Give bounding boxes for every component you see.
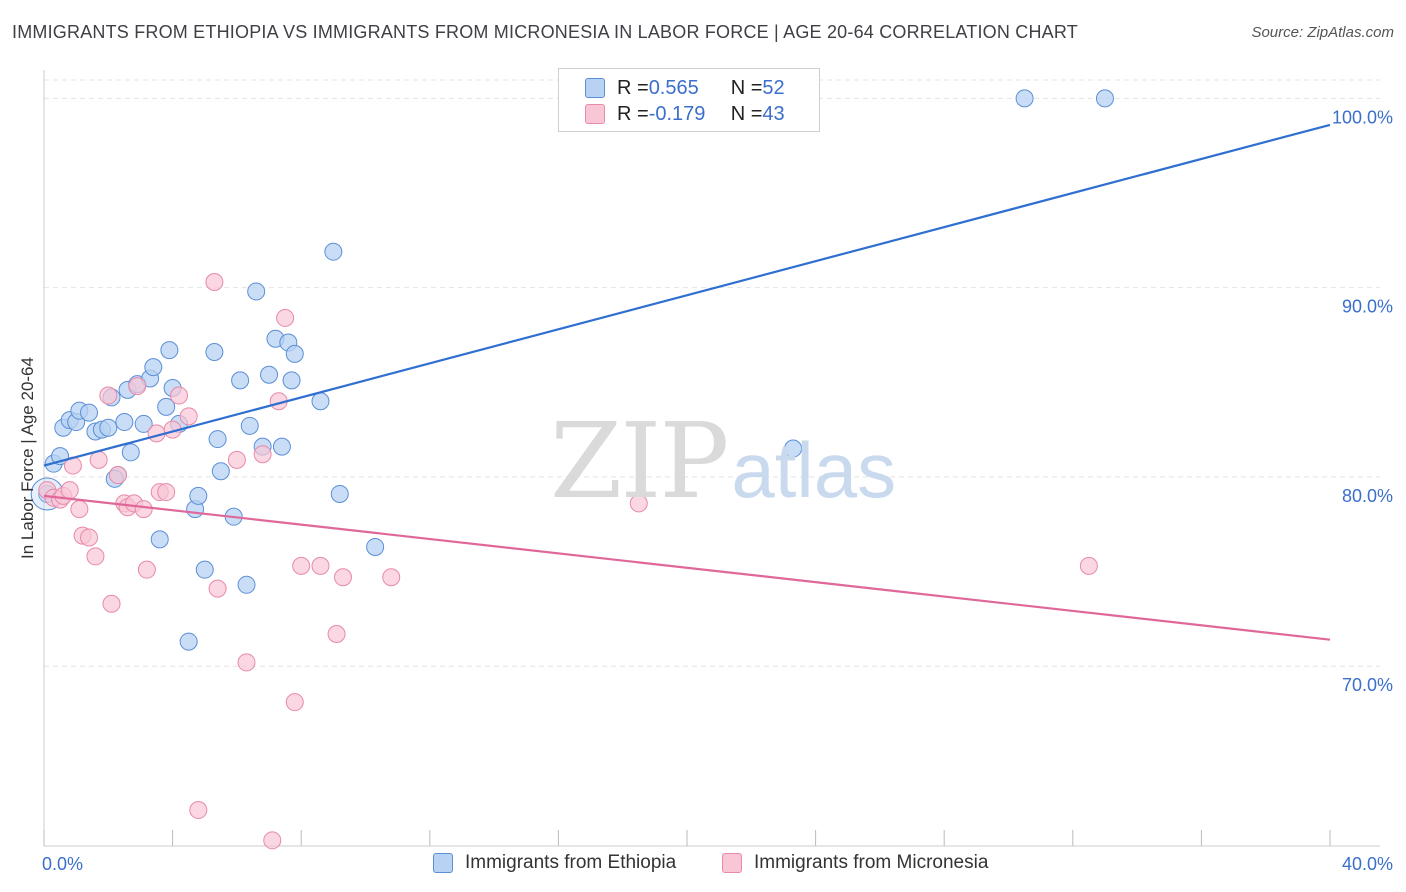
ethiopia-point [160,341,179,360]
ethiopia-trend-line [43,123,1331,467]
legend-row-micronesia: R = -0.179 N = 43 [585,101,785,127]
legend-n-value: 43 [762,102,785,125]
micronesia-legend-swatch [722,853,742,873]
micronesia-point [179,407,198,426]
micronesia-point [237,653,256,672]
correlation-legend: R = 0.565 N = 52 R = -0.179 N = 43 [558,68,820,132]
micronesia-swatch [585,104,605,124]
y-tick-label: 70.0% [1342,675,1393,695]
legend-r-value: -0.179 [648,102,706,125]
ethiopia-point [311,392,330,411]
y-tick-label: 90.0% [1342,297,1393,317]
axes [43,70,1380,847]
ethiopia-point [1015,89,1034,108]
ethiopia-point [80,403,99,422]
micronesia-legend-label: Immigrants from Micronesia [754,852,989,873]
ethiopia-point [784,439,803,458]
micronesia-point [86,547,105,566]
micronesia-point [99,386,118,405]
micronesia-point [276,308,295,327]
y-axis-label: In Labor Force | Age 20-64 [18,357,37,559]
ethiopia-point [205,343,224,362]
ethiopia-point [272,437,291,456]
ethiopia-point [237,575,256,594]
ethiopia-point [324,242,343,261]
x-tick-label-left: 0.0% [42,854,83,874]
micronesia-point [333,568,352,587]
micronesia-point [137,560,156,579]
legend-n-value: 52 [762,76,785,99]
ethiopia-point [208,430,227,449]
micronesia-point [157,483,176,502]
ethiopia-point [1095,89,1114,108]
micronesia-point [292,556,311,575]
micronesia-point [70,500,89,519]
x-tick-label-right: 40.0% [1342,854,1393,874]
tick-labels: 70.0% 80.0% 90.0% 100.0% 0.0% 40.0% [42,107,1393,874]
ethiopia-point [195,560,214,579]
ethiopia-point [211,462,230,481]
ethiopia-point [134,414,153,433]
ethiopia-point [150,530,169,549]
legend-n-label: N = [730,76,763,99]
ethiopia-point [179,632,198,651]
ethiopia-swatch [585,78,605,98]
ethiopia-point [260,365,279,384]
ethiopia-legend-label: Immigrants from Ethiopia [465,852,677,873]
micronesia-point [629,494,648,513]
ethiopia-point [189,486,208,505]
ethiopia-legend-swatch [433,853,453,873]
micronesia-point [382,568,401,587]
micronesia-point [208,579,227,598]
ethiopia-point [247,282,266,301]
micronesia-point [134,500,153,519]
ethiopia-point [231,371,250,390]
bottom-legend-ethiopia: Immigrants from Ethiopia [433,852,676,874]
y-tick-label: 100.0% [1332,107,1393,127]
legend-n-label: N = [730,102,763,125]
micronesia-point [108,466,127,485]
micronesia-series [38,272,1098,850]
micronesia-point [189,801,208,820]
micronesia-point [205,272,224,291]
trend-lines [43,123,1331,641]
micronesia-trend-line [43,494,1331,641]
legend-r-label: R = [617,76,649,99]
micronesia-point [128,377,147,396]
micronesia-point [60,481,79,500]
micronesia-point [327,625,346,644]
micronesia-point [253,445,272,464]
chart-title: IMMIGRANTS FROM ETHIOPIA VS IMMIGRANTS F… [12,22,1078,42]
micronesia-point [227,450,246,469]
legend-row-ethiopia: R = 0.565 N = 52 [585,75,785,101]
ethiopia-point [285,344,304,363]
ethiopia-point [144,358,163,377]
bottom-legend-micronesia: Immigrants from Micronesia [722,852,988,874]
micronesia-point [1079,556,1098,575]
legend-r-value: 0.565 [648,76,699,99]
ethiopia-point [157,397,176,416]
ethiopia-point [99,418,118,437]
ethiopia-series [30,89,1114,651]
ethiopia-point [115,413,134,432]
ethiopia-point [330,484,349,503]
ethiopia-point [366,537,385,556]
ethiopia-point [121,443,140,462]
micronesia-point [89,450,108,469]
source-credit: Source: ZipAtlas.com [1251,24,1394,41]
legend-r-label: R = [617,102,649,125]
y-tick-label: 80.0% [1342,486,1393,506]
micronesia-point [170,386,189,405]
micronesia-point [311,556,330,575]
micronesia-point [263,831,282,850]
ethiopia-point [282,371,301,390]
ethiopia-point [240,416,259,435]
micronesia-point [102,594,121,613]
micronesia-point [80,528,99,547]
micronesia-point [285,693,304,712]
